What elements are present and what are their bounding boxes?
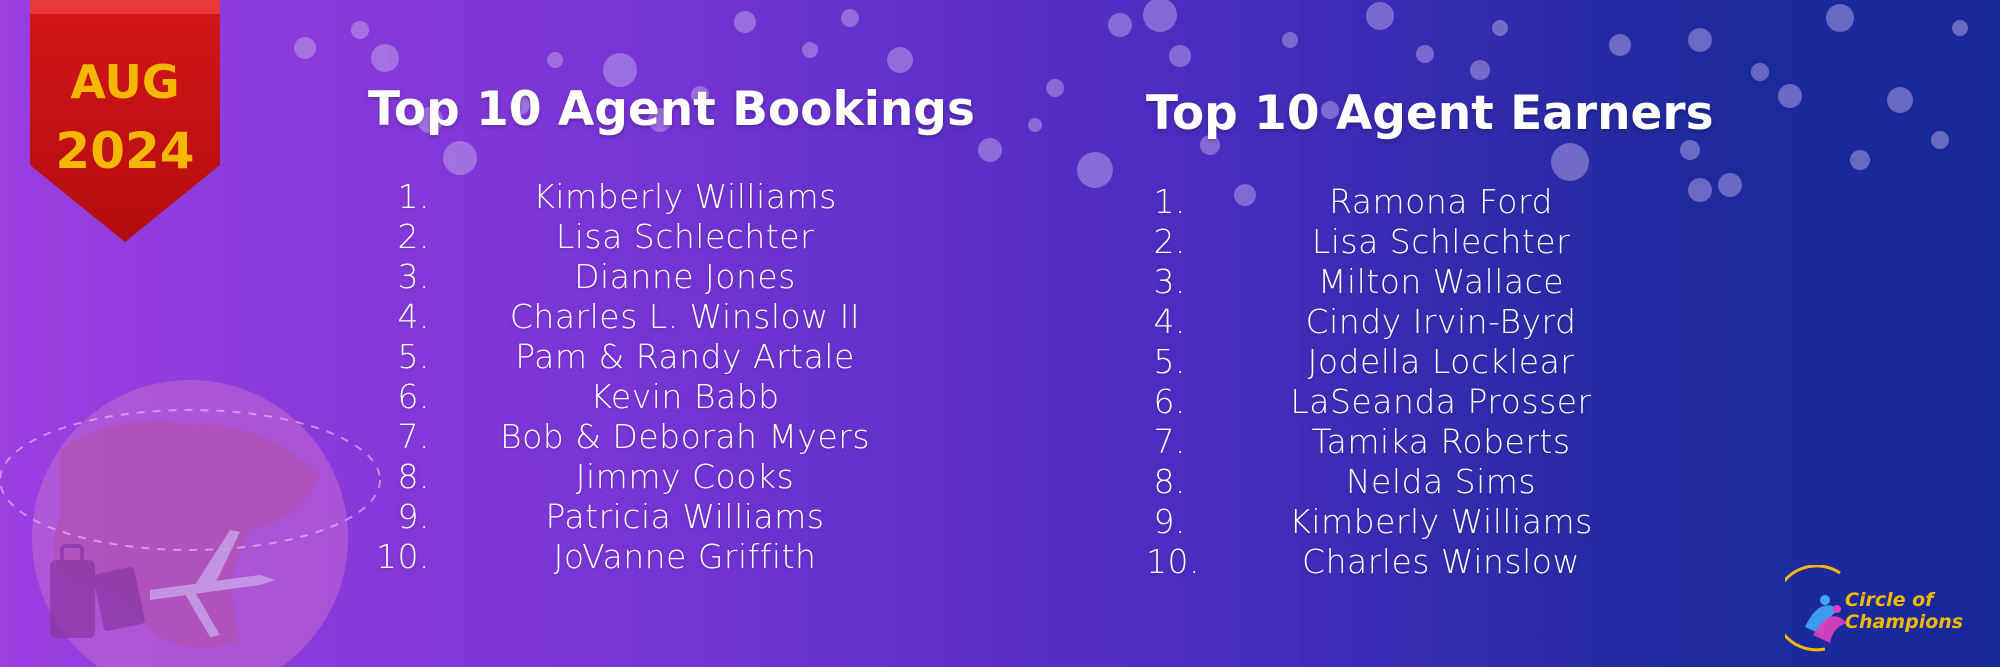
list-item: 1. Ramona Ford xyxy=(1146,182,1746,222)
agent-name: Dianne Jones xyxy=(574,257,796,296)
rank-number: 4. xyxy=(1153,302,1186,341)
list-item: 2. Lisa Schlechter xyxy=(368,217,968,257)
logo-line1: Circle of xyxy=(1845,589,1934,611)
list-item: 4. Cindy Irvin-Byrd xyxy=(1146,302,1746,342)
date-ribbon xyxy=(30,0,220,242)
airplane-icon xyxy=(150,530,275,637)
list-item: 5. Jodella Locklear xyxy=(1146,342,1746,382)
agent-name: Kimberly Williams xyxy=(533,177,837,216)
agent-name: Patricia Williams xyxy=(545,497,825,536)
agent-name: Cindy Irvin-Byrd xyxy=(1305,302,1577,341)
rank-number: 10. xyxy=(1146,542,1200,581)
list-item: 9. Kimberly Williams xyxy=(1146,502,1746,542)
list-item: 10. Charles Winslow xyxy=(1146,542,1746,582)
agent-name: JoVanne Griffith xyxy=(553,537,817,576)
list-item: 6. Kevin Babb xyxy=(368,377,968,417)
agent-name: Jodella Locklear xyxy=(1307,342,1575,381)
agent-name: Lisa Schlechter xyxy=(555,217,815,256)
rank-number: 4. xyxy=(397,297,430,336)
rank-number: 2. xyxy=(397,217,430,256)
rank-number: 9. xyxy=(397,497,430,536)
list-item: 8. Nelda Sims xyxy=(1146,462,1746,502)
logo-line2: Champions xyxy=(1845,611,1964,633)
agent-name: Nelda Sims xyxy=(1345,462,1537,501)
champions-logo-icon xyxy=(1785,565,1847,652)
earners-list: 1. Ramona Ford 2. Lisa Schlechter 3. Milton… xyxy=(1146,182,1746,582)
list-item: 7. Bob & Deborah Myers xyxy=(368,417,968,457)
agent-name: Charles Winslow xyxy=(1302,542,1580,581)
list-item: 10. JoVanne Griffith xyxy=(368,537,968,577)
badge-year: 2024 xyxy=(55,122,195,180)
agent-name: Kevin Babb xyxy=(590,377,780,416)
list-item: 2. Lisa Schlechter xyxy=(1146,222,1746,262)
list-item: 7. Tamika Roberts xyxy=(1146,422,1746,462)
rank-number: 8. xyxy=(1153,462,1186,501)
earners-panel: Top 10 Agent Earners 1. Ramona Ford 2. Lis… xyxy=(1146,86,1714,581)
rank-number: 1. xyxy=(1153,182,1186,221)
rank-number: 3. xyxy=(397,257,430,296)
agent-name: Tamika Roberts xyxy=(1311,422,1571,461)
rank-number: 1. xyxy=(397,177,430,216)
rank-number: 6. xyxy=(1153,382,1186,421)
agent-name: Bob & Deborah Myers xyxy=(499,417,871,456)
passport-icon xyxy=(93,567,145,631)
bookings-panel: Top 10 Agent Bookings 1. Kimberly William… xyxy=(368,82,975,576)
agent-name: Milton Wallace xyxy=(1317,262,1565,301)
agent-name: Ramona Ford xyxy=(1329,182,1553,221)
rank-number: 2. xyxy=(1153,222,1186,261)
rank-number: 5. xyxy=(397,337,430,376)
rank-number: 8. xyxy=(397,457,430,496)
globe-icon xyxy=(0,380,381,667)
list-item: 9. Patricia Williams xyxy=(368,497,968,537)
list-item: 1. Kimberly Williams xyxy=(368,177,968,217)
list-item: 4. Charles L. Winslow II xyxy=(368,297,968,337)
list-item: 8. Jimmy Cooks xyxy=(368,457,968,497)
list-item: 6. LaSeanda Prosser xyxy=(1146,382,1746,422)
rank-number: 7. xyxy=(397,417,430,456)
agent-name: Pam & Randy Artale xyxy=(515,337,855,376)
rank-number: 9. xyxy=(1153,502,1186,541)
badge-month: AUG xyxy=(70,55,180,109)
agent-name: Kimberly Williams xyxy=(1289,502,1593,541)
rank-number: 5. xyxy=(1153,342,1186,381)
list-item: 5. Pam & Randy Artale xyxy=(368,337,968,377)
rank-number: 3. xyxy=(1153,262,1186,301)
bookings-title: Top 10 Agent Bookings xyxy=(368,82,975,137)
agent-name: Jimmy Cooks xyxy=(575,457,795,496)
agent-name: Charles L. Winslow II xyxy=(509,297,861,336)
agent-name: Lisa Schlechter xyxy=(1311,222,1571,261)
luggage-icon xyxy=(50,544,95,638)
bookings-list: 1. Kimberly Williams 2. Lisa Schlechter 3.… xyxy=(368,177,968,577)
rank-number: 6. xyxy=(397,377,430,416)
rank-number: 7. xyxy=(1153,422,1186,461)
earners-title: Top 10 Agent Earners xyxy=(1146,86,1714,141)
agent-name: LaSeanda Prosser xyxy=(1290,382,1592,421)
list-item: 3. Milton Wallace xyxy=(1146,262,1746,302)
list-item: 3. Dianne Jones xyxy=(368,257,968,297)
rank-number: 10. xyxy=(376,537,430,576)
